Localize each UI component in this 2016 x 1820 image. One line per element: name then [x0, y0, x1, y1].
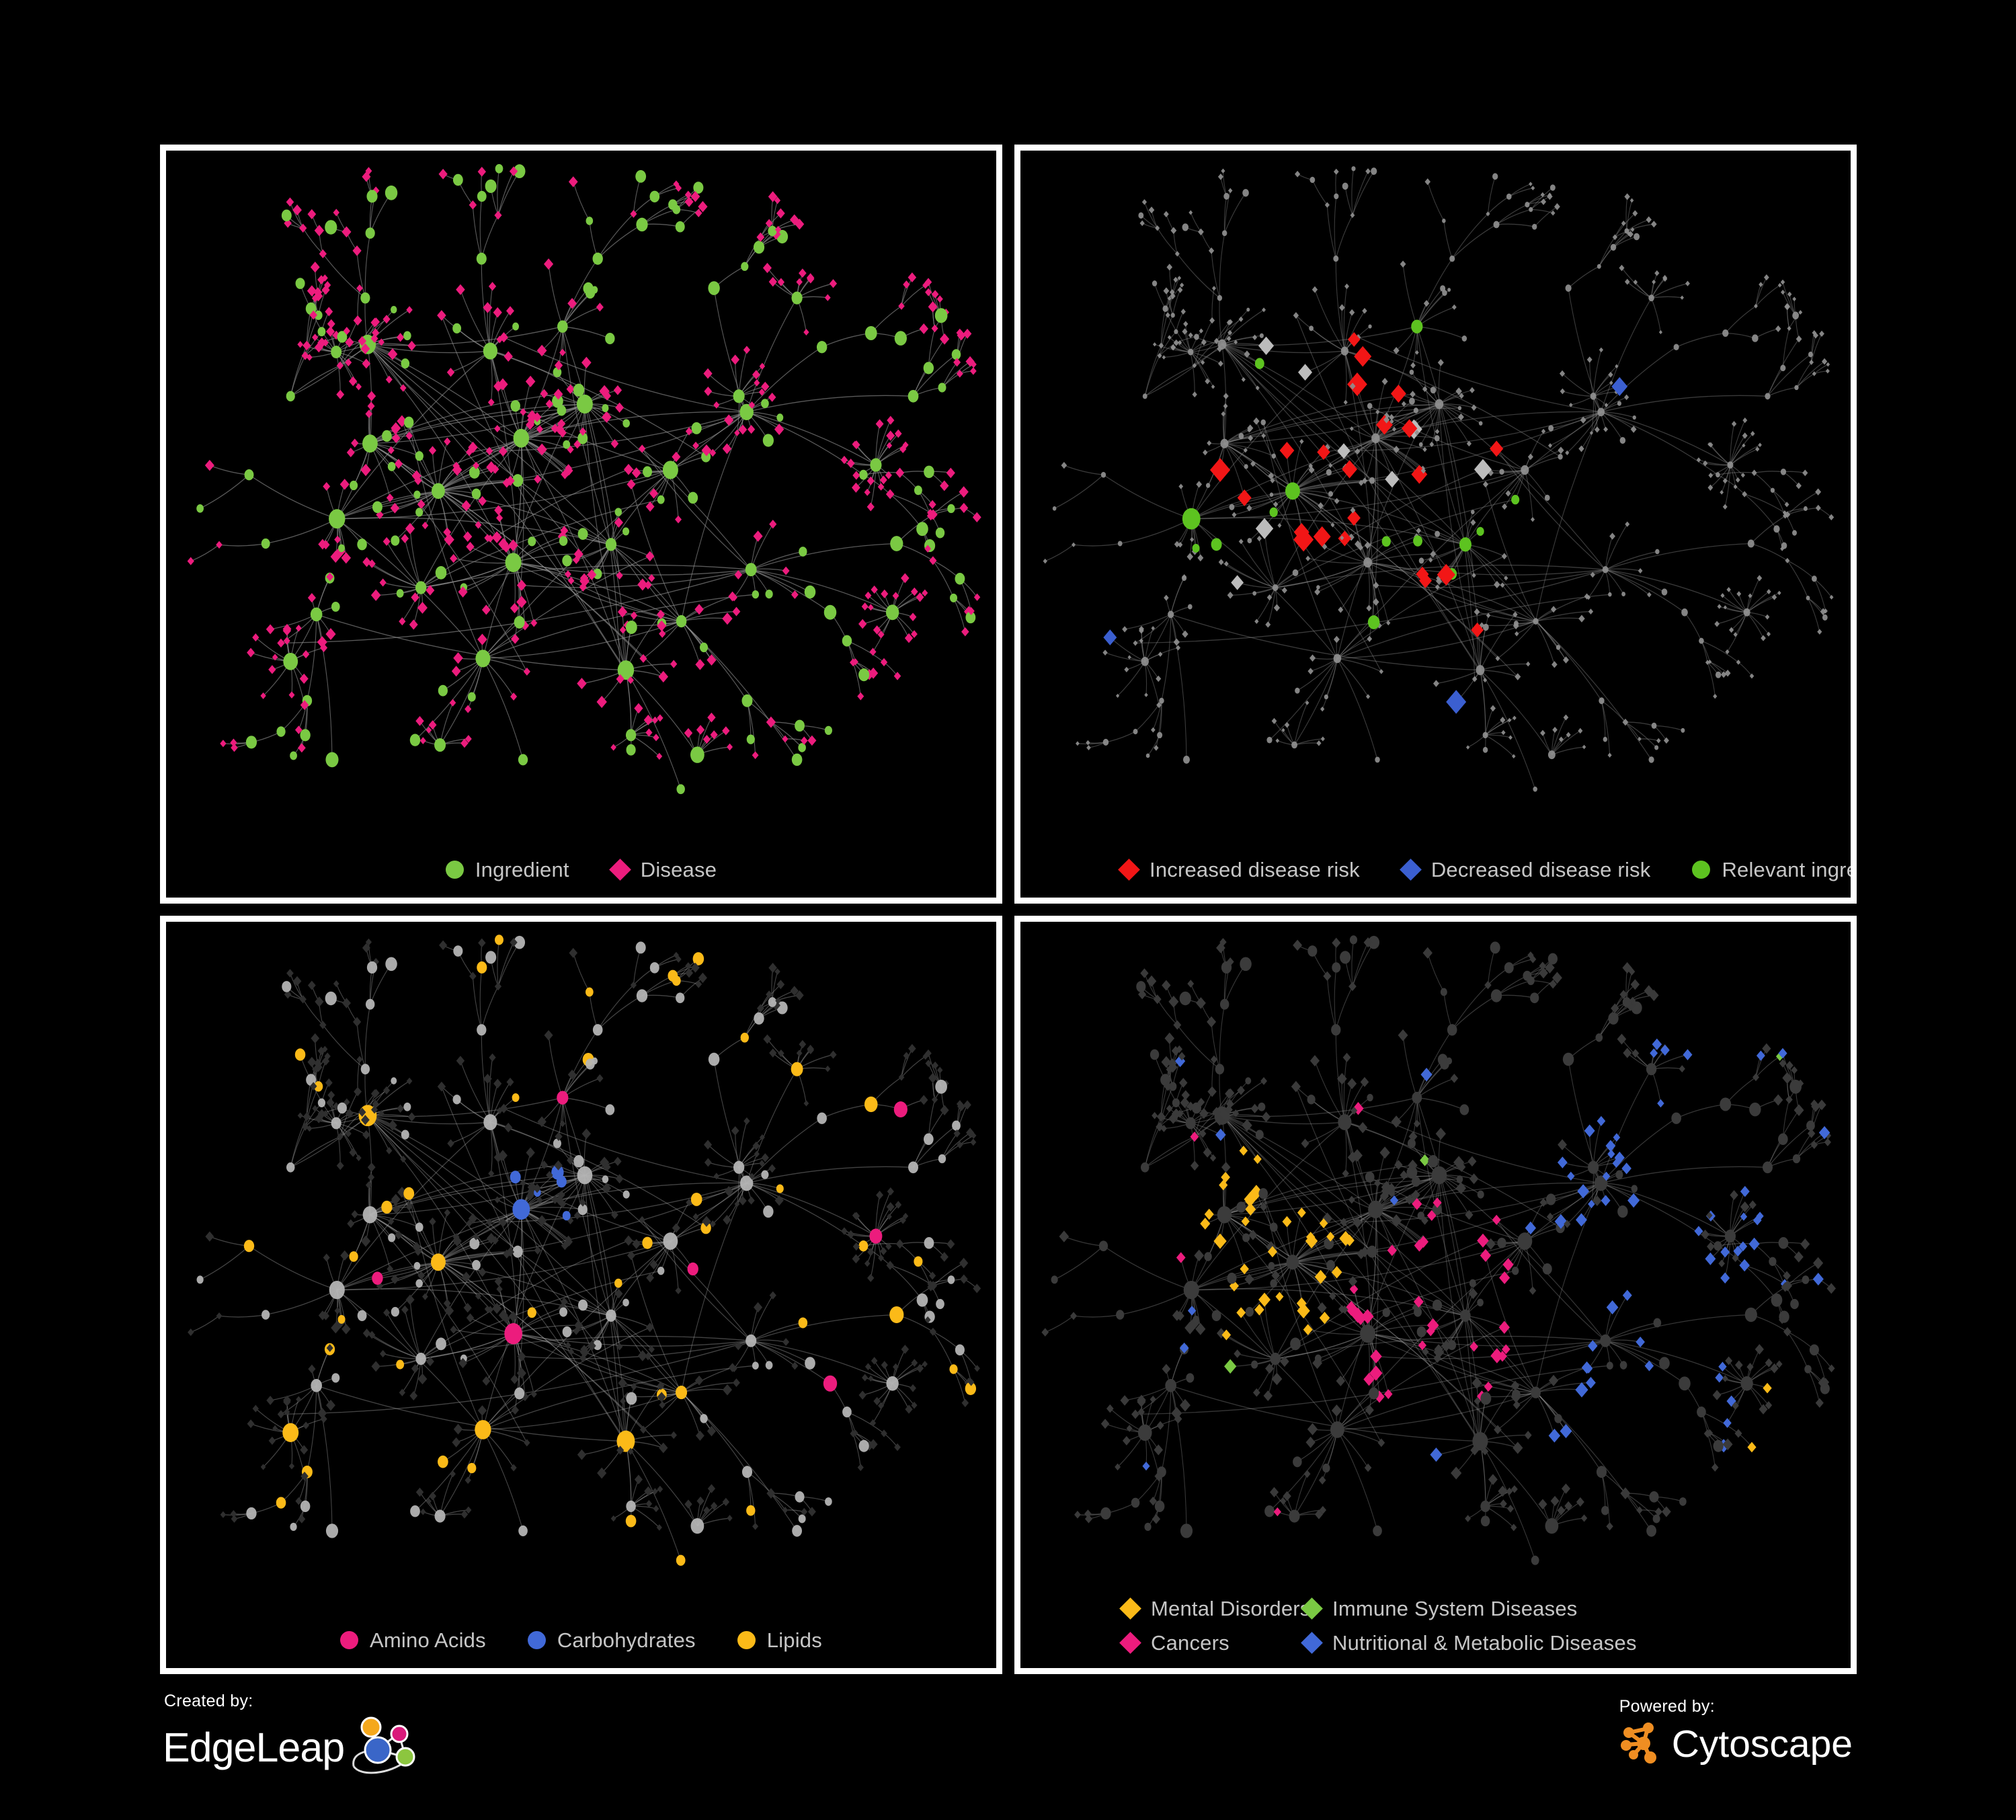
- network-canvas-4[interactable]: [1020, 922, 1851, 1669]
- network-svg-2: [1043, 166, 1834, 792]
- powered-by-block: Powered by: Cytoscape: [1618, 1697, 1853, 1770]
- network-canvas-2[interactable]: [1020, 151, 1851, 898]
- created-by-kicker: Created by:: [164, 1692, 253, 1710]
- cytoscape-logo-icon: [1618, 1719, 1668, 1770]
- network-svg-4: [1041, 935, 1837, 1565]
- panel-disease-category[interactable]: Mental Disorders Immune System Diseases …: [1014, 915, 1857, 1674]
- cytoscape-wordmark: Cytoscape: [1671, 1723, 1853, 1766]
- panel-ingredient-disease[interactable]: Ingredient Disease: [160, 145, 1002, 904]
- panel-disease-risk[interactable]: Increased disease risk Decreased disease…: [1014, 145, 1857, 904]
- figure-panels: Ingredient Disease Increased disease ris…: [160, 145, 1857, 1674]
- network-svg-1: [187, 163, 981, 795]
- network-svg-3: [188, 934, 981, 1566]
- network-canvas-1[interactable]: [166, 151, 996, 898]
- created-by-block: Created by: EdgeLeap: [163, 1692, 421, 1782]
- network-canvas-3[interactable]: [166, 922, 996, 1669]
- branding-bar: Created by: EdgeLeap Powered by: [160, 1681, 1857, 1809]
- edgeleap-wordmark: EdgeLeap: [163, 1725, 345, 1770]
- edgeleap-logo-icon: [348, 1714, 421, 1782]
- powered-by-kicker: Powered by:: [1619, 1697, 1715, 1716]
- panel-nutrient-class[interactable]: Amino Acids Carbohydrates Lipids: [160, 915, 1002, 1674]
